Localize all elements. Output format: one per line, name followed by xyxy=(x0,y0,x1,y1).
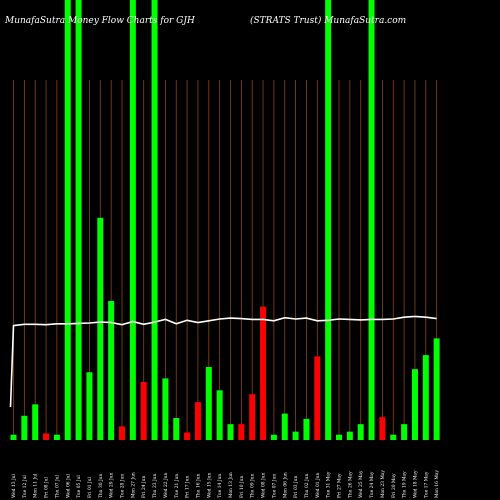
bar-up xyxy=(433,338,440,440)
bar-up xyxy=(422,355,429,440)
x-tick-label: Wed 22 Jun xyxy=(164,472,169,498)
money-flow-line-path xyxy=(9,315,437,408)
x-tick-label: Mon 23 May xyxy=(381,470,386,498)
bar-series xyxy=(10,0,440,440)
bar-up xyxy=(205,366,212,440)
x-tick-label: Mon 11 Jul xyxy=(34,473,39,498)
x-axis-labels: Wed 13 Jul Tue 12 Jul Mon 11 Jul Fri 08 Jul… xyxy=(12,470,440,498)
bar-up xyxy=(357,424,364,440)
x-tick-label: Thu 23 Jun xyxy=(153,473,158,498)
x-tick-label: Tue 17 May xyxy=(424,471,429,498)
bar-up xyxy=(325,0,332,440)
bar-down xyxy=(379,417,386,440)
x-tick-label: Fri 27 May xyxy=(338,473,343,498)
x-tick-label: Wed 25 May xyxy=(359,470,364,498)
bar-up xyxy=(281,413,288,440)
x-tick-label: Wed 06 Jul xyxy=(66,473,71,498)
bar-down xyxy=(119,426,125,440)
x-tick-label: Wed 15 Jun xyxy=(207,472,212,498)
bar-up xyxy=(32,404,39,440)
x-tick-label: Mon 06 Jun xyxy=(283,472,288,498)
bar-up xyxy=(401,424,408,440)
x-tick-label: Wed 13 Jul xyxy=(12,473,17,498)
x-tick-label: Fri 08 Jul xyxy=(45,476,50,498)
x-tick-label: Tue 07 Jun xyxy=(272,474,277,498)
x-tick-label: Thu 09 Jun xyxy=(251,473,256,498)
x-tick-label: Wed 08 Jun xyxy=(262,472,267,498)
grid-lines xyxy=(13,80,438,440)
x-tick-label: Fri 03 Jun xyxy=(294,475,299,498)
bar-up xyxy=(53,434,60,440)
x-tick-label: Wed 18 May xyxy=(413,470,418,498)
bar-up xyxy=(292,431,299,440)
x-tick-label: Tue 12 Jul xyxy=(23,475,28,498)
bar-down xyxy=(260,306,267,440)
x-tick-label: Wed 01 Jun xyxy=(316,472,321,498)
x-tick-label: Fri 10 Jun xyxy=(240,475,245,498)
x-tick-label: Fri 24 Jun xyxy=(142,475,147,498)
chart-title-right: (STRATS Trust) MunafaSutra.com xyxy=(250,15,406,26)
bar-up xyxy=(227,424,234,440)
bar-up xyxy=(411,369,418,440)
bar-down xyxy=(140,381,147,440)
bar-down xyxy=(249,394,256,440)
bar-up xyxy=(10,434,17,440)
bar-up xyxy=(173,418,180,440)
bar-up xyxy=(64,0,71,440)
x-tick-label: Wed 29 Jun xyxy=(110,472,115,498)
x-tick-label: Thu 07 Jul xyxy=(55,474,60,498)
bar-down xyxy=(314,356,321,440)
bar-down xyxy=(184,432,191,440)
x-tick-label: Tue 14 Jun xyxy=(218,474,223,498)
bar-down xyxy=(43,433,50,440)
x-tick-label: Tue 31 May xyxy=(327,471,332,498)
x-tick-label: Fri 01 Jul xyxy=(88,476,93,498)
bar-down xyxy=(238,424,245,440)
x-tick-label: Thu 30 Jun xyxy=(99,473,104,498)
x-tick-label: Fri 20 May xyxy=(392,473,397,498)
bar-up xyxy=(75,0,82,440)
x-tick-label: Thu 26 May xyxy=(348,471,353,498)
bar-up xyxy=(303,418,310,440)
x-tick-label: Tue 28 Jun xyxy=(121,474,126,498)
bar-up xyxy=(390,434,397,440)
x-tick-label: Mon 27 Jun xyxy=(131,472,136,498)
x-tick-label: Tue 24 May xyxy=(370,471,375,498)
bar-up xyxy=(336,434,342,440)
money-flow-line xyxy=(9,315,437,408)
bar-up xyxy=(129,0,136,440)
bar-up xyxy=(270,434,277,440)
bar-up xyxy=(86,372,93,440)
x-tick-label: Thu 16 Jun xyxy=(196,473,201,498)
x-tick-label: Thu 02 Jun xyxy=(305,473,310,498)
bar-up xyxy=(97,217,104,440)
x-tick-label: Tue 05 Jul xyxy=(77,475,82,498)
bar-up xyxy=(162,378,169,440)
chart-title-left: MunafaSutra Money Flow Charts for GJH xyxy=(4,16,195,26)
x-tick-label: Thu 19 May xyxy=(403,471,408,498)
bar-up xyxy=(108,300,115,440)
x-tick-label: Tue 21 Jun xyxy=(175,474,180,498)
bar-up xyxy=(151,0,158,440)
bar-down xyxy=(194,402,201,440)
bar-up xyxy=(216,390,223,440)
x-tick-label: Mon 13 Jun xyxy=(229,472,234,498)
x-tick-label: Fri 17 Jun xyxy=(186,475,191,498)
bar-up xyxy=(346,431,353,440)
bar-up xyxy=(21,415,28,440)
bar-up xyxy=(368,0,375,440)
x-tick-label: Mon 16 May xyxy=(435,470,440,498)
